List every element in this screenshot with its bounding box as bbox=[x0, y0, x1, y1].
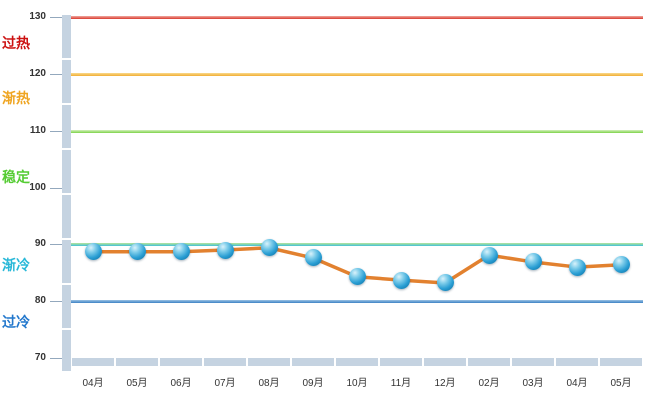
y-axis-tick-label: 100 bbox=[29, 181, 46, 193]
zone-label: 过冷 bbox=[2, 314, 30, 331]
threshold-line-120 bbox=[71, 72, 643, 76]
x-axis-tick-label: 11月 bbox=[390, 378, 412, 389]
data-point-marker bbox=[172, 243, 190, 261]
x-axis-tick-label: 07月 bbox=[214, 378, 236, 389]
x-axis-tick-label: 05月 bbox=[610, 378, 632, 389]
data-point-marker bbox=[128, 243, 146, 261]
x-axis-segment bbox=[600, 358, 642, 366]
x-axis-segment bbox=[424, 358, 466, 366]
x-axis-tick-label: 04月 bbox=[566, 378, 588, 389]
y-axis-tick-mark bbox=[50, 358, 62, 359]
x-axis-tick-label: 05月 bbox=[126, 378, 148, 389]
y-axis-tick-label: 90 bbox=[34, 238, 46, 250]
x-axis-segment bbox=[336, 358, 378, 366]
y-axis-tick-mark bbox=[50, 187, 62, 189]
y-axis-tick-mark bbox=[50, 73, 62, 75]
zone-label: 稳定 bbox=[2, 169, 30, 186]
x-axis-segment bbox=[512, 358, 554, 366]
y-axis-tick-label: 110 bbox=[29, 124, 46, 136]
y-axis-tick-label: 80 bbox=[34, 295, 46, 307]
data-point-marker bbox=[84, 243, 102, 261]
data-point-marker bbox=[612, 256, 630, 274]
x-axis-tick-label: 06月 bbox=[170, 378, 192, 389]
x-axis-segment bbox=[380, 358, 422, 366]
x-axis-segment bbox=[160, 358, 202, 366]
data-point-marker bbox=[480, 246, 498, 264]
x-axis-tick-label: 10月 bbox=[346, 378, 368, 389]
threshold-line-110 bbox=[71, 129, 643, 133]
zone-label: 过热 bbox=[2, 35, 30, 52]
zone-label: 渐冷 bbox=[2, 256, 30, 273]
x-axis-tick-label: 04月 bbox=[82, 378, 104, 389]
x-axis-segment bbox=[204, 358, 246, 366]
x-axis-tick-label: 09月 bbox=[302, 378, 324, 389]
data-point-marker bbox=[348, 268, 366, 286]
y-axis-tick-label: 70 bbox=[34, 352, 46, 363]
y-axis-band bbox=[62, 15, 71, 371]
y-axis-tick-mark bbox=[50, 244, 62, 246]
x-axis-segment bbox=[468, 358, 510, 366]
y-axis-tick-label: 120 bbox=[29, 67, 46, 79]
y-axis-tick-mark bbox=[50, 17, 62, 18]
x-axis-segment bbox=[556, 358, 598, 366]
data-point-marker bbox=[260, 239, 278, 257]
data-point-marker bbox=[568, 258, 586, 276]
x-axis-tick-label: 02月 bbox=[478, 378, 500, 389]
threshold-line-80 bbox=[71, 300, 643, 304]
y-axis-tick-label: 130 bbox=[29, 11, 46, 22]
x-axis-segment bbox=[248, 358, 290, 366]
x-axis-segment bbox=[72, 358, 114, 366]
y-axis-tick-mark bbox=[50, 301, 62, 303]
data-point-marker bbox=[436, 274, 454, 292]
x-axis-segment bbox=[292, 358, 334, 366]
data-point-marker bbox=[304, 249, 322, 267]
y-axis-tick-mark bbox=[50, 130, 62, 132]
x-axis-tick-label: 08月 bbox=[258, 378, 280, 389]
zone-label: 渐热 bbox=[2, 90, 30, 107]
data-point-marker bbox=[216, 241, 234, 259]
data-point-marker bbox=[392, 271, 410, 289]
x-axis-tick-label: 12月 bbox=[434, 378, 456, 389]
threshold-line-130 bbox=[71, 16, 643, 19]
threshold-line-90 bbox=[71, 243, 643, 247]
data-point-marker bbox=[524, 253, 542, 271]
x-axis-segment bbox=[116, 358, 158, 366]
x-axis-tick-label: 03月 bbox=[522, 378, 544, 389]
